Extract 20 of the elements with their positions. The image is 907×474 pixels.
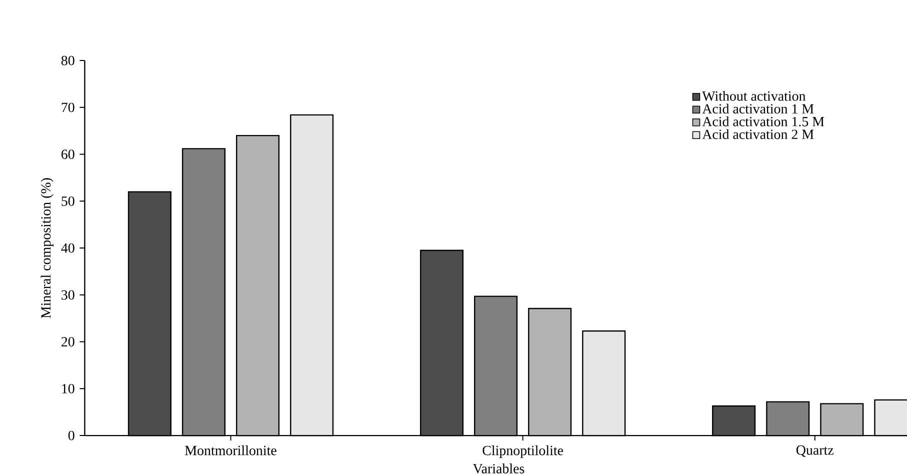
legend-label: Acid activation 2 M (702, 129, 814, 140)
x-tick-label: Montmorillonite (185, 445, 276, 456)
y-tick-label: 0 (68, 430, 74, 440)
x-tick-label: Quartz (796, 445, 834, 457)
legend-label: Without activation (702, 90, 806, 101)
y-tick-label: 70 (62, 102, 74, 112)
legend-label: Acid activation 1.5 M (702, 116, 824, 126)
y-tick-label: 20 (62, 337, 74, 347)
y-tick-label: 30 (62, 290, 74, 300)
y-tick-label: 60 (62, 150, 74, 160)
x-tick-label: Clipnoptilolite (482, 445, 564, 458)
y-tick-label: 50 (62, 196, 74, 206)
y-tick-label: 80 (61, 56, 74, 66)
y-axis-title: Mineral composition (%) (40, 178, 54, 318)
y-tick-label: 40 (61, 243, 74, 253)
bar (290, 114, 333, 436)
bar (582, 331, 626, 436)
x-axis-title: Variables (472, 464, 524, 474)
legend-label: Acid activation 1 M (702, 104, 814, 114)
y-tick-label: 10 (62, 384, 74, 394)
